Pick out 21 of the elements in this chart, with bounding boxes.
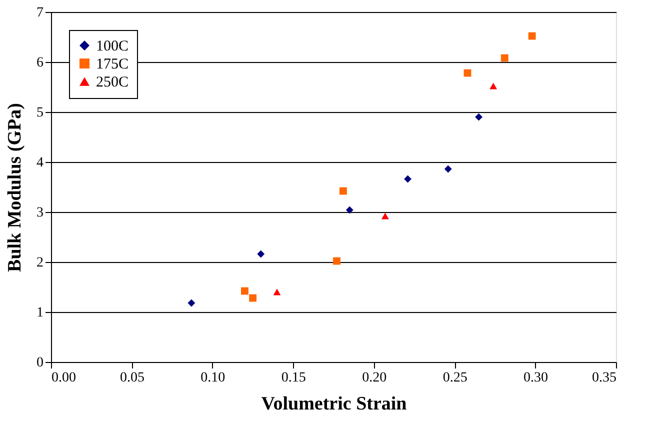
y-tick-label: 5 [36,106,44,120]
legend-label: 100C [96,38,129,54]
y-axis-title: Bulk Modulus (GPa) [4,103,26,272]
y-tick-label: 2 [36,256,44,270]
x-tick-label: 0.30 [524,370,548,386]
y-tick-label: 1 [36,306,44,320]
y-tick-label: 6 [36,56,44,70]
y-tick-label: 0 [36,356,44,370]
x-tick-label: 0.05 [120,370,144,386]
legend-label: 250C [96,74,129,90]
y-tick-label: 4 [36,156,44,170]
x-tick-label: 0.00 [52,370,76,386]
x-tick-label: 0.10 [200,370,226,386]
x-tick-label: 0.35 [592,370,616,386]
y-tick-label: 7 [36,6,44,20]
x-tick-label: 0.20 [362,370,387,386]
x-tick-label: 0.25 [442,370,468,386]
y-tick-label: 3 [36,206,44,220]
x-tick-label: 0.15 [281,370,306,386]
legend-label: 175C [96,56,129,72]
x-axis-title: Volumetric Strain [261,394,408,414]
